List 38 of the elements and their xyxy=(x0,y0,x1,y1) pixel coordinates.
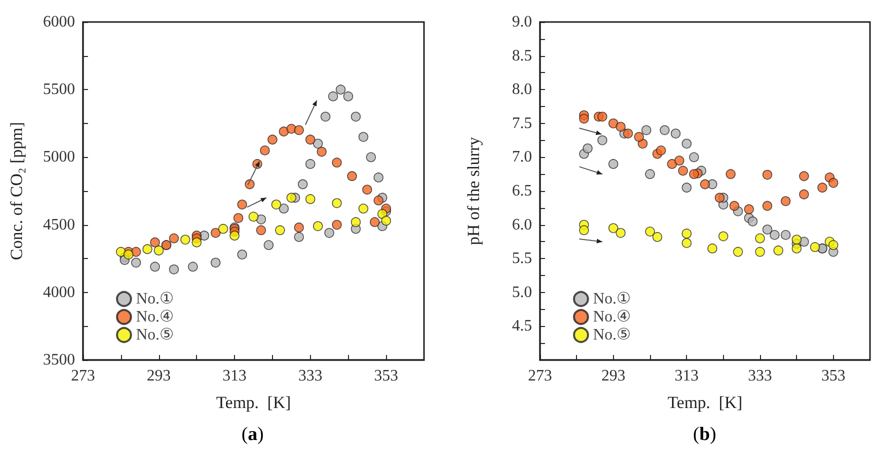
legend-label: No.① xyxy=(136,290,174,308)
y-tick-label: 6.5 xyxy=(512,182,532,200)
y-tick-label: 4.5 xyxy=(512,318,532,335)
x-tick-label: 313 xyxy=(222,368,247,384)
legend-label: No.① xyxy=(593,290,631,308)
y-tick-label: 4500 xyxy=(43,216,75,234)
x-tick-label: 293 xyxy=(146,368,171,384)
y-tick-label: 3500 xyxy=(43,352,75,368)
y-axis-title: pH of the slurry xyxy=(464,136,483,246)
x-axis-title: Temp. [K] xyxy=(668,393,742,412)
legend-label: No.④ xyxy=(593,308,631,326)
x-tick-label: 353 xyxy=(821,368,846,384)
legend-label: No.⑤ xyxy=(136,326,174,344)
x-tick-label: 313 xyxy=(674,368,699,384)
y-tick-label: 5000 xyxy=(43,148,75,166)
y-tick-label: 5500 xyxy=(43,81,75,98)
x-tick-label: 273 xyxy=(528,368,552,384)
x-tick-label: 293 xyxy=(601,368,626,384)
legend-label: No.⑤ xyxy=(593,326,631,344)
text: (b) xyxy=(693,424,716,446)
y-tick-label: 4000 xyxy=(43,284,75,301)
x-tick-label: 333 xyxy=(298,368,322,384)
y-tick-label: 9.0 xyxy=(512,14,532,30)
y-tick-label: 8.0 xyxy=(512,81,532,98)
y-tick-label: 7.5 xyxy=(512,114,532,132)
x-tick-label: 333 xyxy=(748,368,772,384)
x-axis-title: Temp. [K] xyxy=(216,393,291,412)
y-tick-label: 5.0 xyxy=(512,284,532,301)
y-tick-label: 6000 xyxy=(43,14,75,30)
text: (a) xyxy=(242,424,264,446)
y-tick-label: 8.5 xyxy=(512,47,532,64)
x-tick-label: 353 xyxy=(374,368,398,384)
x-tick-label: 273 xyxy=(71,368,95,384)
legend-label: No.④ xyxy=(136,308,174,326)
y-axis-title: Conc. of CO₂ [ppm] xyxy=(7,122,26,260)
y-tick-label: 5.5 xyxy=(512,250,532,268)
y-tick-label: 7.0 xyxy=(512,148,532,166)
y-tick-label: 6.0 xyxy=(512,216,532,234)
